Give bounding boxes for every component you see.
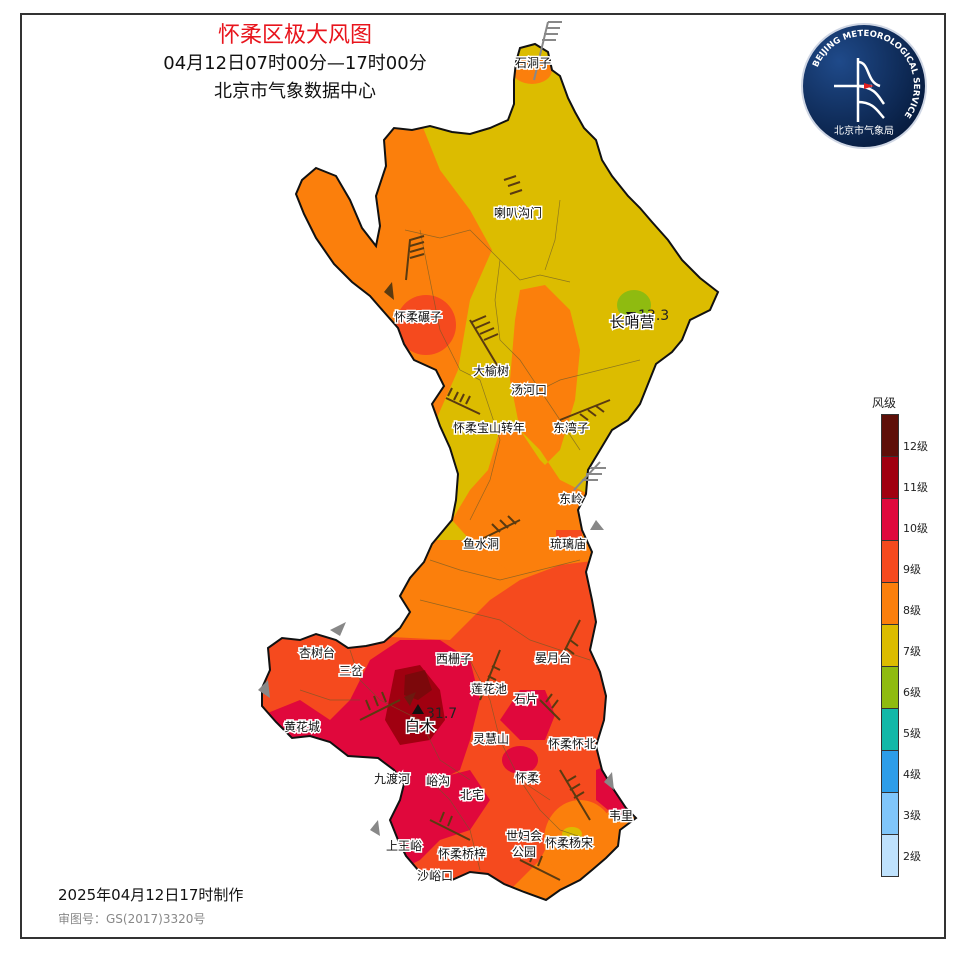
station-label: 怀柔 <box>515 771 539 785</box>
station-label: 公园 <box>512 845 536 859</box>
station-label: 大榆树 <box>473 363 509 378</box>
station-label: 沙峪口 <box>417 869 453 883</box>
legend-label: 9级 <box>903 563 921 576</box>
station-label: 鱼水洞 <box>463 537 499 551</box>
legend-swatch <box>881 541 899 583</box>
legend-label: 7级 <box>903 645 921 658</box>
station-label: 怀柔怀北 <box>548 737 596 751</box>
legend-label: 11级 <box>903 481 928 494</box>
station-label: 莲花池 <box>471 681 507 696</box>
station-label: 上王峪 <box>386 839 422 853</box>
legend-swatch <box>881 793 899 835</box>
legend-swatch <box>881 499 899 541</box>
station-label: 怀柔杨宋 <box>545 835 593 850</box>
logo-bottom-text: 北京市气象局 <box>834 124 894 137</box>
station-label: 怀柔碾子 <box>394 310 442 324</box>
wind-level-legend <box>881 414 899 877</box>
organization: 北京市气象数据中心 <box>214 81 376 102</box>
legend-label: 3级 <box>903 809 921 822</box>
production-time: 2025年04月12日17时制作 <box>58 886 244 904</box>
legend-label: 12级 <box>903 440 928 453</box>
legend-swatch <box>881 583 899 625</box>
station-label: 东岭 <box>559 492 583 506</box>
wind-barb-flags <box>258 282 614 836</box>
station-label: 韦里 <box>609 809 633 823</box>
legend-swatch <box>881 751 899 793</box>
station-label: 北宅 <box>460 787 484 802</box>
legend-label: 6级 <box>903 686 921 699</box>
legend-swatch <box>881 709 899 751</box>
svg-text:31.7: 31.7 <box>426 706 457 722</box>
station-label: 杏树台 <box>299 645 335 660</box>
legend-swatch <box>881 414 899 457</box>
station-label: 琉璃庙 <box>550 537 586 551</box>
wind-level-fills <box>262 44 718 900</box>
legend-label: 10级 <box>903 522 928 535</box>
station-label: 石洞子 <box>515 56 551 70</box>
station-label: 喇叭沟门 <box>494 205 542 220</box>
legend-title: 风级 <box>872 396 897 410</box>
station-label: 灵慧山 <box>473 731 509 746</box>
legend-label: 8级 <box>903 604 921 617</box>
station-label: 西栅子 <box>436 651 472 666</box>
legend-label: 5级 <box>903 727 921 740</box>
station-label: 白木 <box>405 717 435 735</box>
station-label: 石片 <box>514 692 538 706</box>
legend-swatch <box>881 457 899 499</box>
legend-label: 4级 <box>903 768 921 781</box>
legend-swatch <box>881 667 899 709</box>
station-label: 黄花城 <box>284 719 320 734</box>
station-label: 怀柔桥梓 <box>438 846 486 861</box>
legend-swatch <box>881 625 899 667</box>
wind-barbs <box>359 21 611 881</box>
legend-label: 2级 <box>903 850 921 863</box>
station-label: 汤河口 <box>511 383 547 397</box>
time-range: 04月12日07时00分—17时00分 <box>163 53 427 74</box>
station-label: 东湾子 <box>553 420 589 435</box>
station-label: 峪沟 <box>426 774 450 788</box>
svg-text:13.3: 13.3 <box>638 308 669 324</box>
station-label: 三岔 <box>339 664 363 678</box>
map-title: 怀柔区极大风图 <box>217 23 372 48</box>
station-label: 世妇会 <box>506 829 542 843</box>
max-wind-marker: 31.7 <box>412 704 457 722</box>
legend-swatch <box>881 835 899 877</box>
station-label: 怀柔宝山转年 <box>453 420 525 435</box>
station-label: 九渡河 <box>374 771 410 786</box>
bms-logo: BEIJING METEOROLOGICAL SERVICE 北京市气象局 <box>801 23 927 149</box>
station-label: 晏月台 <box>535 650 571 665</box>
min-wind-marker: 13.3 <box>626 308 669 324</box>
review-number: 审图号：GS(2017)3320号 <box>58 912 206 926</box>
station-label: 长哨营 <box>609 313 654 331</box>
